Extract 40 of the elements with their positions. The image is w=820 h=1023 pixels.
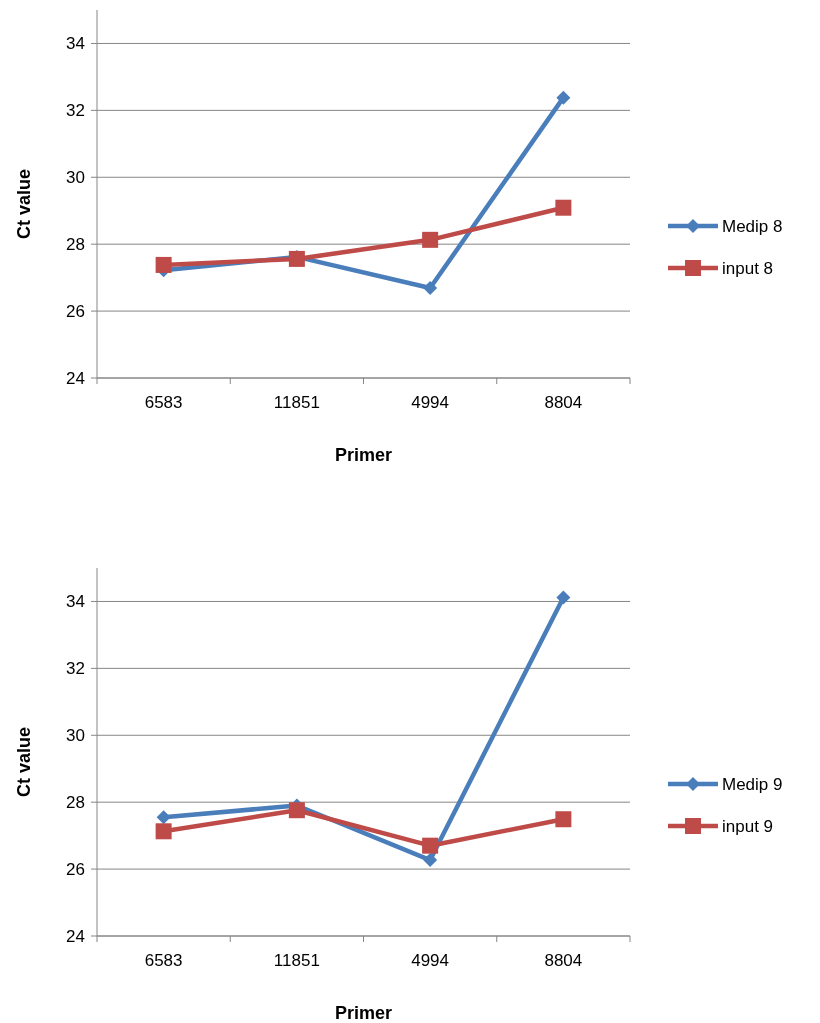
point <box>423 281 438 296</box>
x-tick-label: 8804 <box>544 393 583 412</box>
point <box>422 231 439 248</box>
y-tick-label: 32 <box>66 101 85 121</box>
point <box>155 256 172 273</box>
legend-label: Medip 9 <box>722 774 783 794</box>
point <box>288 802 305 819</box>
y-tick-label: 30 <box>66 726 85 746</box>
legend-label: input 9 <box>722 816 774 836</box>
x-tick-label: 6583 <box>144 393 183 412</box>
y-tick-label: 26 <box>66 302 85 322</box>
y-tick-label: 28 <box>66 235 85 255</box>
point <box>556 90 571 105</box>
point <box>555 199 572 216</box>
x-tick-label: 4994 <box>411 393 450 412</box>
x-tick-label: 11851 <box>273 951 320 970</box>
y-axis-title: Ct value <box>14 168 34 240</box>
point <box>555 811 572 828</box>
y-axis-title: Ct value <box>14 726 34 798</box>
x-tick-label: 8804 <box>544 951 583 970</box>
x-tick-label: 6583 <box>144 951 183 970</box>
x-tick-label: 11851 <box>273 393 320 412</box>
y-tick-label: 30 <box>66 168 85 188</box>
y-tick-label: 24 <box>66 368 85 388</box>
y-tick-label: 28 <box>66 793 85 813</box>
point <box>556 590 571 605</box>
x-axis-title: Primer <box>334 1003 393 1023</box>
point <box>156 810 171 825</box>
legend-label: input 8 <box>722 258 774 278</box>
x-tick-label: 4994 <box>411 951 450 970</box>
y-tick-label: 34 <box>66 34 85 54</box>
y-tick-label: 32 <box>66 659 85 679</box>
point <box>422 837 439 854</box>
point <box>155 823 172 840</box>
x-axis-title: Primer <box>334 445 393 465</box>
y-tick-label: 26 <box>66 860 85 880</box>
legend-label: Medip 8 <box>722 216 783 236</box>
y-tick-label: 34 <box>66 592 85 612</box>
point <box>423 853 438 868</box>
y-tick-label: 24 <box>66 926 85 946</box>
